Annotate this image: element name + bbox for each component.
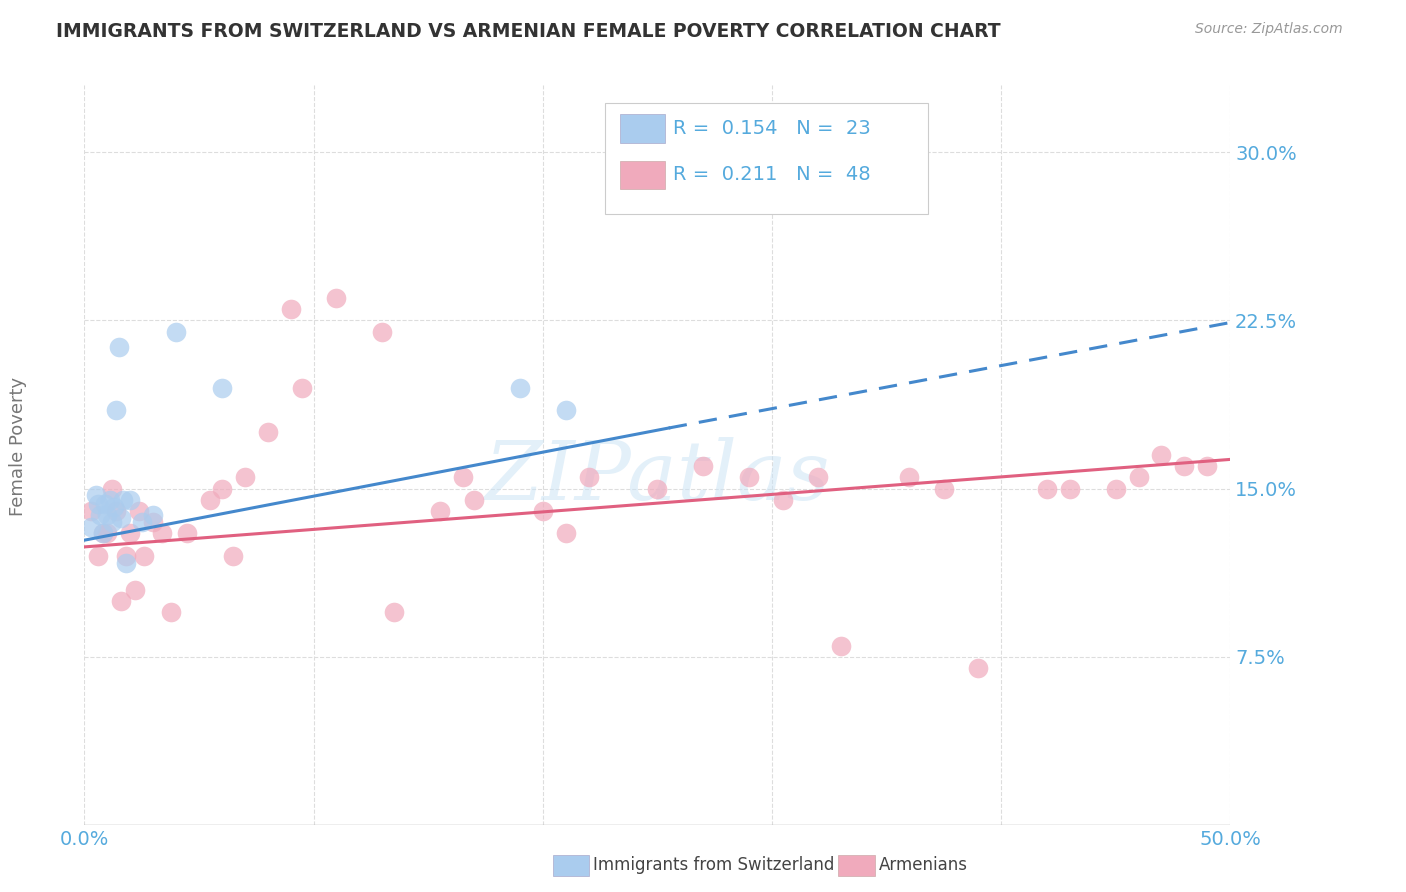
Text: Immigrants from Switzerland: Immigrants from Switzerland: [593, 856, 835, 874]
Point: [96, 526, 118, 541]
Point: [371, 325, 394, 339]
Point: [132, 549, 155, 563]
Point: [110, 593, 132, 607]
Point: [131, 515, 153, 529]
Point: [94, 497, 117, 511]
Point: [738, 470, 761, 484]
Text: Female Poverty: Female Poverty: [10, 376, 27, 516]
Point: [1105, 482, 1128, 496]
Point: [80, 504, 103, 518]
Text: ZIPatlas: ZIPatlas: [485, 437, 830, 517]
Point: [103, 500, 125, 514]
Point: [222, 549, 245, 563]
Point: [91, 526, 114, 541]
Point: [382, 605, 405, 619]
Point: [554, 403, 576, 417]
Text: R =  0.211   N =  48: R = 0.211 N = 48: [673, 165, 872, 185]
Point: [211, 482, 233, 496]
Point: [120, 492, 142, 507]
Point: [87, 549, 110, 563]
Point: [1150, 448, 1173, 462]
Point: [120, 526, 142, 541]
Point: [107, 340, 129, 354]
Point: [176, 526, 198, 541]
Point: [84, 488, 107, 502]
Point: [110, 510, 132, 524]
Point: [291, 381, 314, 395]
Point: [967, 661, 990, 675]
Point: [898, 470, 921, 484]
Point: [451, 470, 474, 484]
Point: [658, 190, 681, 204]
Point: [233, 470, 256, 484]
Point: [772, 492, 794, 507]
Point: [150, 526, 173, 541]
Point: [531, 504, 554, 518]
Point: [256, 425, 278, 440]
Point: [87, 497, 110, 511]
Point: [91, 526, 114, 541]
Point: [1036, 482, 1059, 496]
Text: Armenians: Armenians: [879, 856, 967, 874]
Point: [98, 492, 121, 507]
Point: [128, 504, 150, 518]
Point: [114, 556, 136, 570]
Point: [160, 605, 183, 619]
Point: [692, 459, 714, 474]
Text: IMMIGRANTS FROM SWITZERLAND VS ARMENIAN FEMALE POVERTY CORRELATION CHART: IMMIGRANTS FROM SWITZERLAND VS ARMENIAN …: [56, 22, 1001, 41]
Point: [112, 492, 135, 507]
Point: [1197, 459, 1219, 474]
Point: [124, 582, 146, 597]
Point: [101, 482, 124, 496]
Point: [114, 549, 136, 563]
Point: [325, 291, 347, 305]
Point: [554, 526, 576, 541]
Point: [80, 519, 103, 533]
Point: [165, 325, 187, 339]
Point: [807, 470, 830, 484]
Point: [429, 504, 451, 518]
Point: [96, 508, 118, 523]
Point: [101, 515, 124, 529]
Point: [105, 403, 128, 417]
Point: [1059, 482, 1081, 496]
Point: [142, 515, 165, 529]
Point: [200, 492, 222, 507]
Point: [647, 482, 669, 496]
Point: [578, 470, 600, 484]
Point: [142, 508, 165, 523]
Point: [509, 381, 531, 395]
Point: [1128, 470, 1150, 484]
Point: [280, 302, 302, 317]
Point: [932, 482, 955, 496]
Point: [463, 492, 485, 507]
Text: R =  0.154   N =  23: R = 0.154 N = 23: [673, 119, 872, 138]
Point: [89, 508, 111, 523]
Point: [211, 381, 233, 395]
Point: [105, 504, 128, 518]
Point: [830, 639, 852, 653]
Text: Source: ZipAtlas.com: Source: ZipAtlas.com: [1195, 22, 1343, 37]
Point: [1173, 459, 1195, 474]
